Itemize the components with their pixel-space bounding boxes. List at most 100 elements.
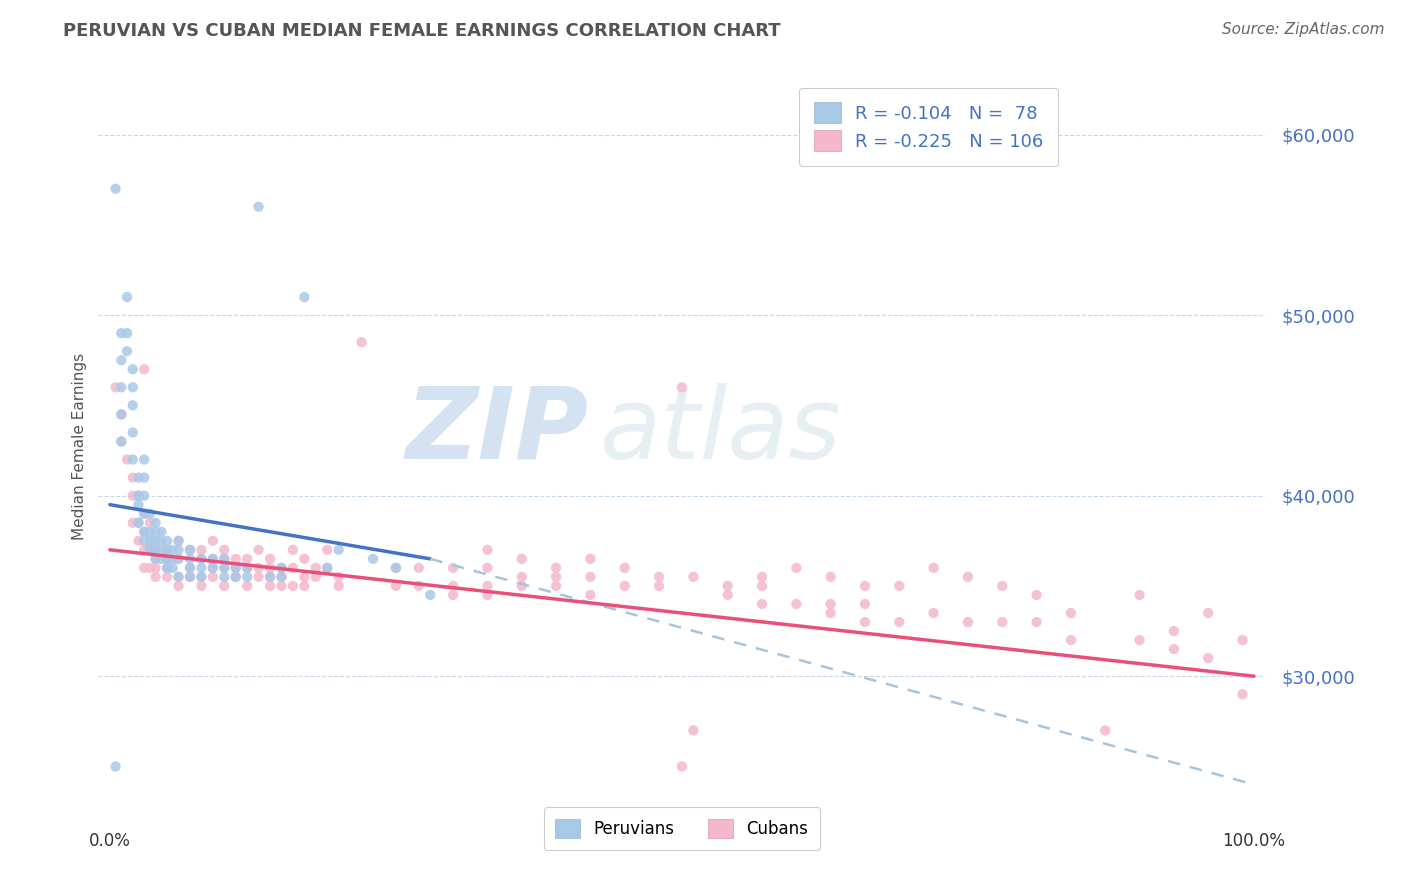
Point	[145, 533, 167, 548]
Point	[127, 498, 149, 512]
Point	[167, 542, 190, 557]
Point	[190, 570, 212, 584]
Point	[477, 561, 499, 575]
Point	[214, 570, 236, 584]
Point	[201, 552, 224, 566]
Point	[214, 579, 236, 593]
Point	[1197, 651, 1219, 665]
Point	[145, 533, 167, 548]
Point	[682, 723, 704, 738]
Point	[214, 552, 236, 566]
Point	[115, 452, 138, 467]
Point	[179, 542, 201, 557]
Legend: Peruvians, Cubans: Peruvians, Cubans	[544, 807, 820, 850]
Point	[179, 561, 201, 575]
Point	[167, 579, 190, 593]
Point	[305, 570, 328, 584]
Point	[139, 507, 162, 521]
Point	[201, 552, 224, 566]
Point	[991, 615, 1014, 629]
Point	[1232, 687, 1254, 701]
Point	[134, 533, 156, 548]
Point	[104, 182, 127, 196]
Point	[127, 489, 149, 503]
Point	[247, 561, 270, 575]
Point	[648, 579, 671, 593]
Point	[419, 588, 441, 602]
Point	[270, 561, 292, 575]
Point	[156, 542, 179, 557]
Point	[281, 542, 304, 557]
Point	[145, 542, 167, 557]
Point	[225, 561, 247, 575]
Point	[115, 326, 138, 340]
Point	[259, 579, 281, 593]
Point	[179, 552, 201, 566]
Point	[785, 561, 807, 575]
Point	[613, 579, 636, 593]
Point	[751, 597, 773, 611]
Point	[110, 353, 132, 368]
Point	[190, 579, 212, 593]
Point	[477, 588, 499, 602]
Point	[225, 570, 247, 584]
Point	[385, 561, 408, 575]
Point	[316, 561, 339, 575]
Point	[121, 452, 143, 467]
Point	[162, 542, 184, 557]
Point	[139, 533, 162, 548]
Point	[104, 380, 127, 394]
Point	[281, 579, 304, 593]
Point	[121, 380, 143, 394]
Point	[991, 579, 1014, 593]
Point	[139, 542, 162, 557]
Point	[139, 561, 162, 575]
Point	[259, 570, 281, 584]
Point	[145, 542, 167, 557]
Point	[236, 570, 259, 584]
Point	[1163, 624, 1185, 638]
Point	[127, 470, 149, 484]
Point	[717, 588, 740, 602]
Point	[785, 597, 807, 611]
Point	[167, 552, 190, 566]
Point	[820, 570, 842, 584]
Point	[127, 489, 149, 503]
Point	[225, 552, 247, 566]
Point	[214, 542, 236, 557]
Point	[179, 542, 201, 557]
Point	[225, 570, 247, 584]
Point	[150, 524, 173, 539]
Point	[510, 579, 533, 593]
Point	[127, 533, 149, 548]
Point	[139, 533, 162, 548]
Point	[115, 344, 138, 359]
Point	[281, 561, 304, 575]
Point	[956, 570, 979, 584]
Point	[1128, 588, 1150, 602]
Point	[579, 552, 602, 566]
Point	[201, 561, 224, 575]
Point	[214, 552, 236, 566]
Point	[145, 570, 167, 584]
Point	[477, 542, 499, 557]
Point	[270, 561, 292, 575]
Point	[201, 533, 224, 548]
Point	[361, 552, 384, 566]
Point	[510, 552, 533, 566]
Point	[441, 579, 464, 593]
Point	[167, 533, 190, 548]
Point	[1128, 633, 1150, 648]
Text: Source: ZipAtlas.com: Source: ZipAtlas.com	[1222, 22, 1385, 37]
Point	[648, 570, 671, 584]
Point	[510, 570, 533, 584]
Point	[134, 561, 156, 575]
Point	[134, 524, 156, 539]
Point	[441, 561, 464, 575]
Point	[134, 452, 156, 467]
Point	[110, 408, 132, 422]
Point	[1094, 723, 1116, 738]
Point	[134, 362, 156, 376]
Point	[134, 507, 156, 521]
Point	[134, 524, 156, 539]
